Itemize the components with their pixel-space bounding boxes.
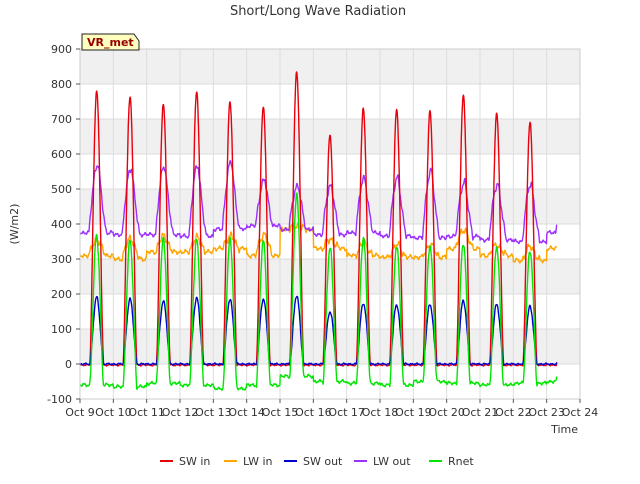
legend-label-sw-out: SW out: [303, 455, 343, 468]
x-tick-label: Oct 16: [295, 406, 332, 419]
series-line-rnet: [79, 192, 558, 391]
y-tick-label: 600: [51, 148, 72, 161]
x-tick-label: Oct 12: [162, 406, 199, 419]
y-tick-label: 800: [51, 78, 72, 91]
x-tick-label: Oct 21: [462, 406, 499, 419]
plot-band: [80, 364, 580, 399]
legend-label-lw-out: LW out: [373, 455, 411, 468]
x-tick-label: Oct 14: [228, 406, 265, 419]
series-layer: [79, 71, 558, 391]
plot-band: [80, 154, 580, 189]
x-tick-label: Oct 11: [128, 406, 165, 419]
plot-band: [80, 329, 580, 364]
legend-label-rnet: Rnet: [448, 455, 474, 468]
x-tick-label: Oct 9: [65, 406, 95, 419]
chart-title: Short/Long Wave Radiation: [230, 4, 406, 19]
y-tick-label: -100: [47, 393, 72, 406]
site-label-box: VR_met: [81, 33, 140, 51]
x-tick-label: Oct 22: [495, 406, 532, 419]
legend-label-sw-in: SW in: [179, 455, 210, 468]
y-tick-label: 500: [51, 183, 72, 196]
y-tick-label: 200: [51, 288, 72, 301]
legend-label-lw-in: LW in: [243, 455, 273, 468]
plot-band: [80, 49, 580, 84]
x-tick-label: Oct 10: [95, 406, 132, 419]
y-tick-label: 100: [51, 323, 72, 336]
y-tick-label: 400: [51, 218, 72, 231]
x-tick-label: Oct 24: [562, 406, 599, 419]
plot-band: [80, 189, 580, 224]
x-tick-label: Oct 13: [195, 406, 232, 419]
legend: SW in LW in SW out LW out Rnet: [160, 455, 474, 468]
site-label: VR_met: [87, 36, 134, 49]
series-line-sw-in: [79, 71, 558, 367]
x-tick-label: Oct 19: [395, 406, 432, 419]
series-line-lw-out: [79, 160, 558, 245]
x-tick-label: Oct 17: [328, 406, 365, 419]
y-tick-label: 300: [51, 253, 72, 266]
y-tick-label: 900: [51, 43, 72, 56]
y-tick-label: 700: [51, 113, 72, 126]
x-tick-label: Oct 15: [262, 406, 299, 419]
plot-band: [80, 84, 580, 119]
x-tick-label: Oct 20: [428, 406, 465, 419]
plot-band: [80, 259, 580, 294]
x-tick-label: Oct 23: [528, 406, 565, 419]
y-axis-label: (W/m2): [8, 204, 21, 245]
y-axis-ticks: -100 0 100 200 300 400 500 600 700 800 900: [47, 43, 80, 406]
x-axis-label: Time: [550, 423, 578, 436]
x-tick-label: Oct 18: [362, 406, 399, 419]
y-tick-label: 0: [65, 358, 72, 371]
